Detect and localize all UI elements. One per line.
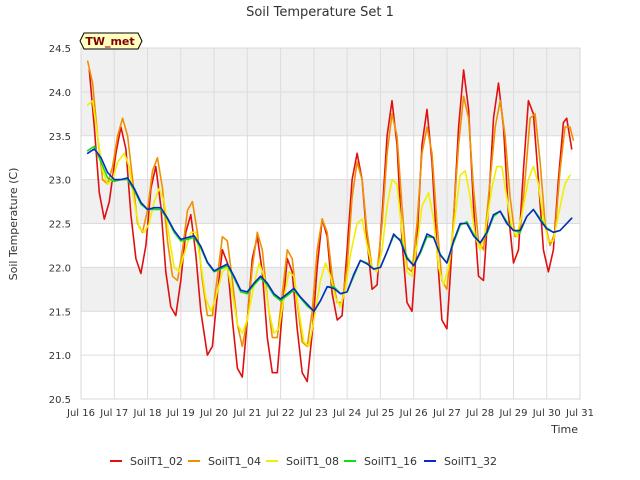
x-tick-label: Jul 21 <box>232 408 261 419</box>
x-tick-label: Jul 24 <box>332 408 361 419</box>
x-tick-label: Jul 30 <box>532 408 561 419</box>
series-line-soilt1-04 <box>86 60 575 348</box>
x-tick-label: Jul 31 <box>565 408 594 419</box>
y-tick-label: 24.0 <box>49 88 71 99</box>
chart-title: Soil Temperature Set 1 <box>246 5 394 20</box>
legend-label: SoilT1_32 <box>444 455 497 468</box>
x-tick-label: Jul 16 <box>66 408 95 419</box>
x-tick-label: Jul 27 <box>432 408 461 419</box>
legend-item: SoilT1_16 <box>344 455 417 468</box>
x-tick-label: Jul 23 <box>299 408 328 419</box>
legend-item: SoilT1_02 <box>110 455 183 468</box>
x-tick-label: Jul 28 <box>465 408 494 419</box>
x-tick-label: Jul 26 <box>399 408 428 419</box>
shaded-band <box>81 48 580 92</box>
plot-frame <box>80 47 581 400</box>
series-line-soilt1-02 <box>88 69 573 383</box>
y-tick-label: 23.5 <box>49 132 71 143</box>
x-tick-label: Jul 22 <box>266 408 295 419</box>
site-badge: TW_met <box>79 32 143 50</box>
y-tick-label: 21.5 <box>49 307 71 318</box>
y-axis-label: Soil Temperature (C) <box>7 168 20 281</box>
y-tick-label: 22.5 <box>49 220 71 231</box>
shaded-band <box>81 91 580 136</box>
series-layer <box>86 60 575 383</box>
x-tick-label: Jul 29 <box>498 408 527 419</box>
x-tick-label: Jul 19 <box>166 408 195 419</box>
legend-label: SoilT1_04 <box>208 455 261 468</box>
legend-item: SoilT1_08 <box>266 455 339 468</box>
y-tick-label: 21.0 <box>49 351 71 362</box>
legend: SoilT1_02 SoilT1_04 SoilT1_08 SoilT1_16 Soil… <box>110 455 497 468</box>
legend-item: SoilT1_04 <box>188 455 261 468</box>
x-axis-ticks: Jul 16 Jul 17 Jul 18 Jul 19 Jul 20 Jul 21 Jul … <box>66 408 594 419</box>
x-tick-label: Jul 25 <box>365 408 394 419</box>
y-tick-label: 24.5 <box>49 44 71 55</box>
site-badge-label: TW_met <box>85 35 134 48</box>
legend-item: SoilT1_32 <box>424 455 497 468</box>
legend-label: SoilT1_16 <box>364 455 417 468</box>
legend-label: SoilT1_02 <box>130 455 183 468</box>
y-tick-label: 20.5 <box>49 395 71 406</box>
x-axis-label: Time <box>550 423 578 436</box>
series-line-soilt1-32 <box>86 148 573 313</box>
x-tick-label: Jul 20 <box>199 408 228 419</box>
x-tick-label: Jul 18 <box>133 408 162 419</box>
x-tick-label: Jul 17 <box>99 408 128 419</box>
y-tick-label: 23.0 <box>49 176 71 187</box>
y-axis-ticks: 20.5 21.0 21.5 22.0 22.5 23.0 23.5 24.0 24.5 <box>49 44 71 406</box>
legend-label: SoilT1_08 <box>286 455 339 468</box>
site-badge-box <box>79 32 143 50</box>
y-tick-label: 22.0 <box>49 263 71 274</box>
